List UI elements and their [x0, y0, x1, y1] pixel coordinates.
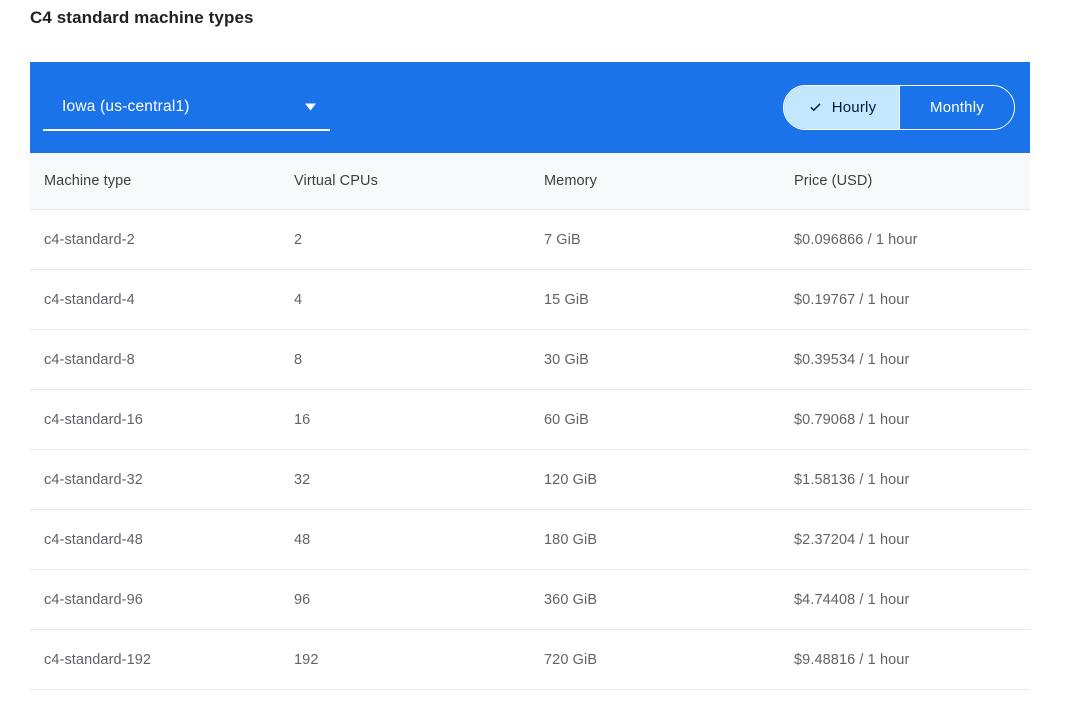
- machine-type-cell: c4-standard-4: [30, 292, 280, 308]
- machine-type-cell: c4-standard-192: [30, 652, 280, 668]
- memory-cell: 60 GiB: [530, 412, 780, 428]
- table-body: c4-standard-2 2 7 GiB $0.096866 / 1 hour…: [30, 210, 1030, 690]
- toggle-option-hourly-label: Hourly: [832, 99, 877, 116]
- virtual-cpus-cell: 48: [280, 532, 530, 548]
- virtual-cpus-cell: 8: [280, 352, 530, 368]
- column-header-machine-type: Machine type: [30, 173, 280, 189]
- region-selector-value: Iowa (us-central1): [43, 98, 190, 116]
- memory-cell: 180 GiB: [530, 532, 780, 548]
- machine-type-cell: c4-standard-96: [30, 592, 280, 608]
- memory-cell: 30 GiB: [530, 352, 780, 368]
- memory-cell: 120 GiB: [530, 472, 780, 488]
- table-row: c4-standard-2 2 7 GiB $0.096866 / 1 hour: [30, 210, 1030, 270]
- price-cell: $1.58136 / 1 hour: [780, 472, 1030, 488]
- price-cell: $0.096866 / 1 hour: [780, 232, 1030, 248]
- price-cell: $9.48816 / 1 hour: [780, 652, 1030, 668]
- price-cell: $0.79068 / 1 hour: [780, 412, 1030, 428]
- table-row: c4-standard-32 32 120 GiB $1.58136 / 1 h…: [30, 450, 1030, 510]
- toggle-option-monthly[interactable]: Monthly: [899, 86, 1014, 129]
- virtual-cpus-cell: 2: [280, 232, 530, 248]
- billing-period-toggle: Hourly Monthly: [783, 85, 1015, 130]
- price-cell: $2.37204 / 1 hour: [780, 532, 1030, 548]
- memory-cell: 360 GiB: [530, 592, 780, 608]
- price-cell: $0.19767 / 1 hour: [780, 292, 1030, 308]
- table-row: c4-standard-4 4 15 GiB $0.19767 / 1 hour: [30, 270, 1030, 330]
- column-header-memory: Memory: [530, 173, 780, 189]
- machine-type-cell: c4-standard-8: [30, 352, 280, 368]
- region-selector[interactable]: Iowa (us-central1): [43, 85, 330, 131]
- page-title: C4 standard machine types: [30, 8, 254, 28]
- virtual-cpus-cell: 16: [280, 412, 530, 428]
- virtual-cpus-cell: 32: [280, 472, 530, 488]
- machine-type-cell: c4-standard-16: [30, 412, 280, 428]
- pricing-table-banner: Iowa (us-central1) Hourly Monthly: [30, 62, 1030, 153]
- table-row: c4-standard-16 16 60 GiB $0.79068 / 1 ho…: [30, 390, 1030, 450]
- column-header-virtual-cpus: Virtual CPUs: [280, 173, 530, 189]
- pricing-table-card: Iowa (us-central1) Hourly Monthly Machin…: [30, 62, 1030, 722]
- table-row: c4-standard-48 48 180 GiB $2.37204 / 1 h…: [30, 510, 1030, 570]
- toggle-option-monthly-label: Monthly: [930, 99, 984, 116]
- virtual-cpus-cell: 192: [280, 652, 530, 668]
- toggle-option-hourly[interactable]: Hourly: [784, 86, 899, 129]
- memory-cell: 7 GiB: [530, 232, 780, 248]
- virtual-cpus-cell: 96: [280, 592, 530, 608]
- machine-type-cell: c4-standard-2: [30, 232, 280, 248]
- machine-type-cell: c4-standard-48: [30, 532, 280, 548]
- table-header-row: Machine type Virtual CPUs Memory Price (…: [30, 153, 1030, 210]
- machine-type-cell: c4-standard-32: [30, 472, 280, 488]
- caret-down-icon: [305, 103, 316, 110]
- column-header-price: Price (USD): [780, 173, 1030, 189]
- table-row: c4-standard-96 96 360 GiB $4.74408 / 1 h…: [30, 570, 1030, 630]
- memory-cell: 720 GiB: [530, 652, 780, 668]
- price-cell: $4.74408 / 1 hour: [780, 592, 1030, 608]
- checkmark-icon: [807, 99, 824, 116]
- virtual-cpus-cell: 4: [280, 292, 530, 308]
- table-row: c4-standard-192 192 720 GiB $9.48816 / 1…: [30, 630, 1030, 690]
- price-cell: $0.39534 / 1 hour: [780, 352, 1030, 368]
- table-row: c4-standard-8 8 30 GiB $0.39534 / 1 hour: [30, 330, 1030, 390]
- memory-cell: 15 GiB: [530, 292, 780, 308]
